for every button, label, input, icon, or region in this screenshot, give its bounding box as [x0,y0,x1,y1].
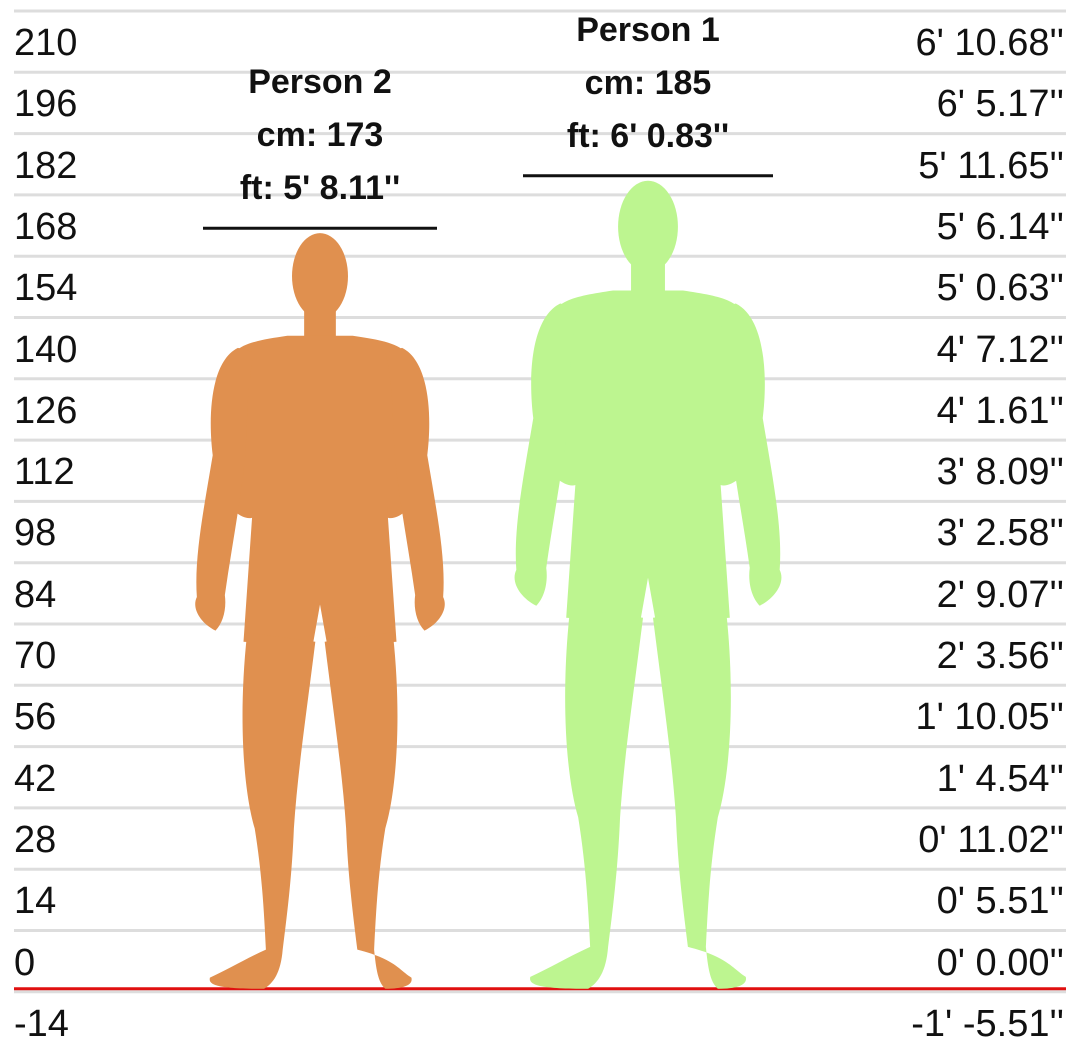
person-name: Person 2 [248,63,392,102]
person-cm-value: cm: 185 [584,63,712,102]
person-cm-value: cm: 173 [256,116,384,155]
ft-scale-label: 2' 3.56'' [936,635,1064,677]
ft-scale-label: 5' 6.14'' [936,205,1064,248]
ft-scale-label: 6' 10.68'' [915,22,1064,64]
cm-scale-label: 154 [14,267,78,310]
person-header: Person 2 cm: 173 ft: 5' 8.11'' [180,56,460,215]
ft-scale-label: 4' 7.12'' [936,328,1064,371]
ft-scale-label: 6' 5.17'' [936,83,1064,126]
ft-scale-label: 0' 0.00'' [936,941,1064,984]
cm-scale-label: 28 [14,818,57,861]
cm-scale-label: 42 [14,757,57,800]
ft-scale-label: 1' 4.54'' [936,757,1064,800]
person-ft-value: ft: 6' 0.83'' [566,116,730,155]
person-header: Person 1 cm: 185 ft: 6' 0.83'' [508,4,788,163]
ft-scale-label: 4' 1.61'' [936,389,1064,432]
ft-scale-label: 3' 2.58'' [936,512,1064,555]
cm-scale-label: 0 [14,941,36,984]
ft-scale-label: 5' 11.65'' [918,144,1064,187]
ft-scale-label: 2' 9.07'' [936,573,1064,616]
person-figure-person-2 [195,233,445,989]
cm-scale-label: 56 [14,696,57,739]
cm-scale-label: 98 [14,512,57,555]
cm-scale-label: 210 [14,22,78,64]
cm-scale-label: -14 [14,1002,69,1045]
cm-scale-label: 112 [14,451,75,494]
person-ft-value: ft: 5' 8.11'' [239,169,401,208]
cm-scale-label: 140 [14,328,78,371]
ft-scale-label: 5' 0.63'' [936,267,1064,310]
cm-scale-label: 70 [14,635,57,677]
ft-scale-label: 0' 5.51'' [936,880,1064,923]
ft-scale-label: 3' 8.09'' [936,451,1064,494]
ft-scale-label: -1' -5.51'' [911,1002,1064,1045]
cm-scale-label: 196 [14,83,78,126]
person-name: Person 1 [576,10,720,49]
ft-scale-label: 0' 11.02'' [918,818,1064,861]
person-figure-person-1 [514,180,782,989]
ft-scale-label: 1' 10.05'' [915,696,1064,739]
cm-scale-label: 84 [14,573,57,616]
cm-scale-label: 14 [14,880,57,923]
cm-scale-label: 182 [14,144,78,187]
cm-scale-label: 168 [14,205,78,248]
cm-scale-label: 126 [14,389,78,432]
